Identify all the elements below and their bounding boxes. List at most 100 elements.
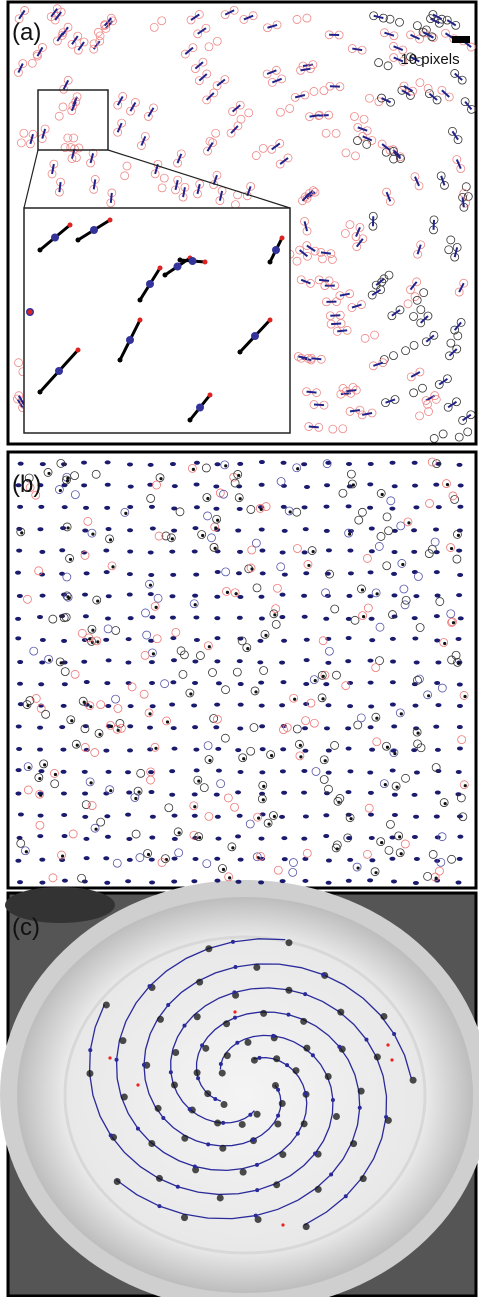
particle	[459, 278, 469, 288]
grid-dot	[258, 482, 265, 487]
track	[140, 135, 147, 146]
track	[92, 179, 97, 190]
grid-dot	[235, 748, 242, 753]
panel-label: (c)	[12, 914, 40, 941]
grid-dot	[148, 504, 155, 509]
particle	[463, 427, 473, 437]
particle	[395, 848, 405, 858]
particle	[311, 767, 321, 776]
grid-dot	[214, 462, 221, 467]
particle	[16, 138, 26, 148]
grid-dot	[345, 659, 352, 664]
particle	[374, 542, 384, 551]
particle-center	[65, 479, 70, 483]
particle	[275, 159, 285, 169]
particle	[378, 358, 388, 368]
grid-dot	[347, 769, 354, 774]
grid-dot	[433, 614, 440, 619]
track	[401, 89, 411, 97]
particle	[292, 256, 302, 266]
particle	[196, 978, 204, 986]
track-head	[188, 257, 197, 265]
track-end	[137, 317, 143, 323]
grid-dot	[367, 790, 374, 795]
grid-dot	[236, 484, 243, 489]
particle	[359, 114, 369, 124]
particle	[23, 785, 33, 795]
grid-dot	[170, 680, 177, 685]
grid-dot	[37, 747, 44, 752]
particle	[276, 477, 286, 486]
particle-center	[259, 507, 263, 512]
particle	[296, 275, 306, 285]
grid-dot	[192, 659, 199, 664]
grid-dot	[214, 878, 221, 883]
track-end	[75, 347, 81, 353]
particle	[410, 172, 420, 182]
particle-center	[380, 492, 384, 497]
track-head	[329, 1172, 334, 1177]
particle	[314, 1185, 322, 1193]
particle	[376, 532, 386, 541]
plate	[17, 897, 473, 1293]
particle	[56, 7, 66, 17]
grid-dot	[324, 483, 331, 488]
particle	[27, 58, 37, 68]
particle	[137, 141, 146, 150]
grid-dot	[191, 549, 198, 554]
particle	[171, 627, 181, 637]
particle	[14, 14, 24, 24]
particle	[416, 305, 426, 315]
track	[352, 47, 363, 52]
particle	[194, 832, 204, 842]
grid-dot	[391, 484, 398, 489]
track-head	[187, 1107, 192, 1112]
particle	[38, 43, 47, 52]
particle-center	[216, 518, 220, 522]
particle	[13, 68, 23, 77]
particle	[20, 846, 30, 856]
grid-dot	[191, 813, 198, 818]
particle	[145, 579, 154, 589]
particle-center	[189, 692, 193, 696]
particle-center	[165, 720, 170, 724]
particle	[271, 604, 281, 614]
particle-center	[443, 801, 447, 806]
particle-center	[88, 637, 92, 641]
particle	[415, 78, 425, 88]
track	[349, 409, 361, 413]
particle	[80, 551, 90, 560]
grid-dot	[368, 526, 375, 531]
track	[410, 55, 420, 63]
track	[451, 130, 459, 141]
grid-dot	[37, 483, 44, 488]
particle	[189, 599, 199, 609]
particle-center	[89, 781, 93, 785]
grid-dot	[456, 548, 463, 553]
particle	[353, 122, 363, 132]
grid-dot	[39, 572, 46, 577]
particle-center	[228, 876, 232, 880]
grid-dot	[103, 748, 110, 753]
track	[330, 314, 341, 317]
track	[218, 190, 224, 201]
particle	[80, 724, 90, 734]
particle	[423, 311, 433, 321]
track-start	[237, 349, 243, 355]
particle-center	[238, 497, 242, 501]
grid-dot	[16, 548, 23, 553]
particle	[111, 694, 120, 704]
particle-center	[246, 647, 250, 651]
track	[381, 143, 391, 151]
particle	[202, 1044, 210, 1052]
particle	[203, 741, 213, 751]
particle	[302, 13, 312, 23]
particle	[218, 1069, 226, 1077]
particle	[105, 534, 114, 544]
grid-dot	[213, 725, 220, 730]
particle	[106, 720, 115, 730]
track	[109, 192, 113, 203]
track-head	[218, 1062, 223, 1067]
particle	[448, 491, 458, 501]
particle	[414, 181, 424, 191]
